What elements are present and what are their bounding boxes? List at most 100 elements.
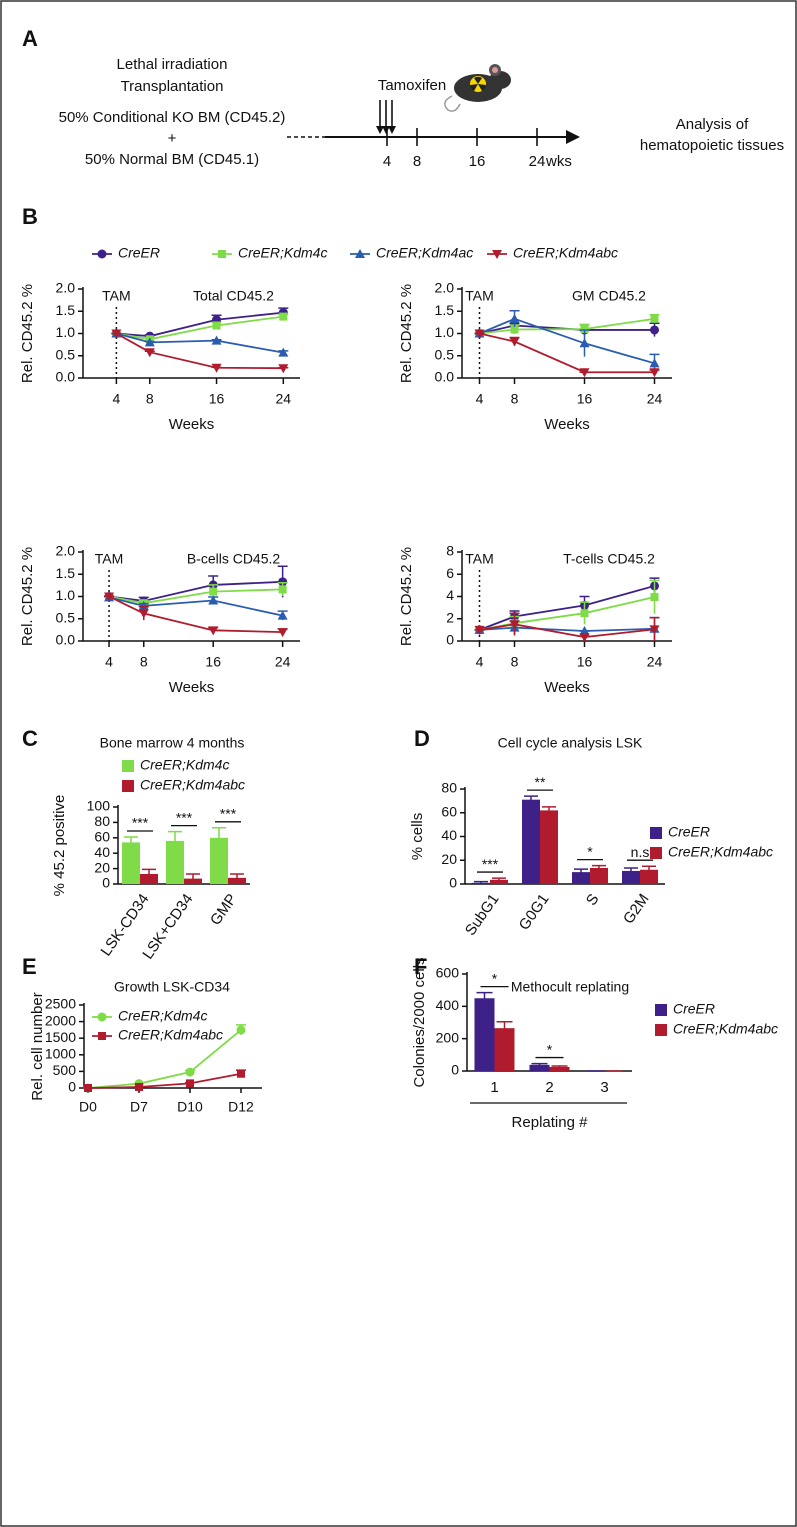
chart-title: Cell cycle analysis LSK bbox=[498, 735, 643, 751]
legend-label: CreER bbox=[673, 1001, 715, 1017]
error-bar bbox=[142, 868, 156, 879]
point bbox=[212, 321, 221, 330]
y-axis-label: Colonies/2000 cells bbox=[411, 957, 428, 1087]
y-tick-label: 0.5 bbox=[56, 346, 76, 362]
timeline-tick-label: 16 bbox=[469, 153, 486, 170]
point bbox=[144, 348, 155, 358]
y-tick-label: 0 bbox=[449, 875, 457, 891]
chart-title: Growth LSK-CD34 bbox=[114, 979, 230, 995]
point bbox=[579, 338, 590, 348]
error-bar bbox=[531, 1062, 548, 1067]
y-tick-label: 500 bbox=[53, 1062, 77, 1078]
bar bbox=[490, 879, 508, 884]
bar bbox=[122, 842, 140, 884]
legend-marker bbox=[97, 1012, 107, 1022]
panel-label: E bbox=[22, 954, 37, 979]
series-line bbox=[108, 596, 283, 617]
point bbox=[279, 312, 288, 321]
legend-marker bbox=[218, 250, 226, 258]
legend-label: CreER;Kdm4c bbox=[118, 1008, 207, 1024]
y-tick-label: 1.5 bbox=[435, 302, 455, 318]
significance-label: *** bbox=[482, 856, 499, 872]
bar bbox=[549, 1066, 570, 1071]
significance-label: n.s bbox=[631, 844, 650, 860]
y-axis-label: % 45.2 positive bbox=[51, 795, 68, 897]
error-bar bbox=[642, 865, 656, 874]
bar bbox=[640, 869, 658, 884]
setup-text: + bbox=[168, 130, 177, 147]
error-bar bbox=[574, 868, 588, 876]
y-tick-label: 8 bbox=[446, 543, 454, 559]
y-tick-label: 60 bbox=[441, 803, 457, 819]
y-axis-label: Rel. CD45.2 % bbox=[398, 547, 415, 646]
error-bar bbox=[524, 795, 538, 804]
significance-label: *** bbox=[176, 809, 193, 825]
x-tick-label: D7 bbox=[130, 1099, 148, 1115]
series-line bbox=[108, 580, 283, 602]
mouse-icon bbox=[444, 64, 511, 112]
panel-label: D bbox=[414, 726, 430, 751]
legend-swatch bbox=[650, 827, 662, 839]
tamoxifen-arrowheads bbox=[376, 126, 396, 134]
x-tick-label: 3 bbox=[600, 1079, 608, 1096]
significance-label: * bbox=[547, 1041, 553, 1057]
x-tick-label: 16 bbox=[577, 654, 593, 670]
bar bbox=[529, 1064, 550, 1071]
y-tick-label: 0.5 bbox=[435, 346, 455, 362]
significance-label: ** bbox=[535, 774, 546, 790]
point bbox=[237, 1069, 245, 1078]
y-tick-label: 2000 bbox=[45, 1012, 76, 1028]
chart-title: Bone marrow 4 months bbox=[100, 735, 245, 751]
point bbox=[579, 633, 590, 643]
error-bar bbox=[212, 827, 226, 848]
error-bar bbox=[492, 877, 506, 882]
y-axis-label: % cells bbox=[409, 813, 426, 861]
y-tick-label: 100 bbox=[87, 798, 111, 814]
setup-text: Lethal irradiation bbox=[117, 56, 228, 73]
point bbox=[509, 620, 520, 630]
legend-label: CreER;Kdm4abc bbox=[118, 1027, 223, 1043]
y-tick-label: 1.5 bbox=[56, 302, 76, 318]
error-bar bbox=[476, 991, 493, 1004]
y-tick-label: 60 bbox=[94, 829, 110, 845]
bar bbox=[210, 837, 228, 884]
point bbox=[236, 1025, 246, 1035]
y-tick-label: 20 bbox=[441, 851, 457, 867]
point bbox=[474, 329, 485, 339]
series-line bbox=[116, 332, 284, 354]
y-tick-label: 2.0 bbox=[435, 280, 455, 296]
series-line bbox=[479, 623, 655, 639]
y-tick-label: 0 bbox=[68, 1079, 76, 1095]
y-tick-label: 2.0 bbox=[56, 543, 76, 559]
series-line bbox=[479, 324, 655, 335]
point bbox=[509, 313, 520, 323]
y-tick-label: 0.0 bbox=[435, 369, 455, 385]
tamoxifen-arrows bbox=[379, 100, 393, 128]
point bbox=[474, 625, 485, 635]
x-tick-label: 24 bbox=[275, 654, 291, 670]
chart-title: Total CD45.2 bbox=[193, 288, 274, 304]
error-bar bbox=[230, 873, 244, 882]
x-tick-label: 16 bbox=[209, 391, 225, 407]
point bbox=[208, 626, 219, 636]
panel-label: F bbox=[414, 954, 427, 979]
legend-swatch bbox=[650, 847, 662, 859]
point bbox=[138, 600, 149, 610]
y-tick-label: 600 bbox=[436, 965, 460, 981]
x-tick-label: 24 bbox=[647, 391, 663, 407]
bar bbox=[494, 1028, 515, 1071]
point bbox=[579, 625, 590, 635]
legend-label: CreER bbox=[668, 824, 710, 840]
x-tick-label: 8 bbox=[511, 654, 519, 670]
bar bbox=[474, 998, 495, 1071]
point bbox=[278, 347, 289, 357]
annotation-label: TAM bbox=[102, 288, 131, 304]
point bbox=[278, 585, 287, 594]
y-tick-label: 1.0 bbox=[435, 324, 455, 340]
legend-swatch bbox=[655, 1024, 667, 1036]
bar bbox=[166, 840, 184, 884]
y-tick-label: 0 bbox=[102, 875, 110, 891]
point bbox=[211, 363, 222, 373]
error-bar bbox=[542, 806, 556, 814]
